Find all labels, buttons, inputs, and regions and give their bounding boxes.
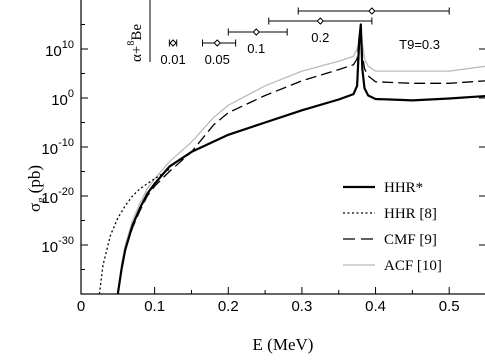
- y-tick-base: 10: [51, 92, 68, 109]
- series-line-cmf-9: [117, 23, 485, 294]
- y-axis-label-unit: (pb): [25, 165, 44, 193]
- y-axis-label: σg (pb): [25, 165, 47, 212]
- gamow-window-label: 0.01: [160, 52, 185, 67]
- series-layer: [98, 23, 485, 294]
- y-tick-exponent: -10: [58, 137, 74, 149]
- gamow-window-marker: [368, 7, 376, 15]
- gamow-window-marker: [316, 17, 325, 25]
- y-tick-base: 10: [41, 239, 58, 256]
- legend: HHR* HHR [8] CMF [9] ACF [10]: [343, 180, 442, 274]
- y-tick-label: 100: [51, 88, 74, 109]
- y-axis-label-subscript: g: [35, 197, 47, 203]
- gamow-window-marker: [169, 39, 177, 47]
- y-tick-label: 1010: [45, 39, 74, 60]
- y-tick-base: 10: [41, 190, 58, 207]
- x-tick-label: 0.5: [439, 298, 460, 315]
- gamow-window-marker: [252, 28, 260, 36]
- y-tick-label: 10-20: [41, 186, 74, 207]
- reaction-label-element: Be: [129, 24, 145, 41]
- legend-label: HHR [8]: [384, 206, 437, 222]
- reaction-label: α+8Be: [126, 24, 145, 62]
- series-line-acf-10: [117, 28, 485, 294]
- y-tick-exponent: -20: [58, 186, 74, 198]
- legend-label: ACF [10]: [384, 258, 442, 274]
- y-tick-exponent: -30: [58, 235, 74, 247]
- series-line-hhr: [116, 23, 485, 294]
- gamow-window-label: 0.1: [247, 41, 265, 56]
- y-tick-exponent: 0: [68, 88, 74, 100]
- series-line-hhr-8: [98, 168, 170, 294]
- legend-label: HHR*: [384, 180, 423, 196]
- y-axis-label-symbol: σ: [25, 203, 44, 212]
- x-axis-label: E (MeV): [253, 335, 314, 354]
- gamow-window-label: 0.2: [311, 30, 329, 45]
- x-tick-label: 0: [77, 298, 85, 315]
- y-tick-label: 10-30: [41, 235, 74, 256]
- legend-label: CMF [9]: [384, 232, 437, 248]
- x-tick-label: 0.2: [218, 298, 239, 315]
- gamow-window-label: 0.05: [205, 52, 230, 67]
- gamow-windows: 0.01 0.05 0.1 0.2 T9=0.3: [160, 7, 450, 67]
- reaction-label-alpha: α+: [129, 46, 145, 62]
- y-tick-label: 10-10: [41, 137, 74, 158]
- y-tick-base: 10: [41, 141, 58, 158]
- y-tick-base: 10: [45, 43, 62, 60]
- gamow-window-marker: [213, 39, 221, 47]
- y-tick-exponent: 10: [62, 39, 74, 51]
- gamow-window-label: T9=0.3: [399, 37, 440, 52]
- x-tick-label: 0.4: [365, 298, 386, 315]
- x-tick-label: 0.1: [144, 298, 165, 315]
- x-tick-label: 0.3: [291, 298, 312, 315]
- reaction-label-mass: 8: [126, 41, 137, 46]
